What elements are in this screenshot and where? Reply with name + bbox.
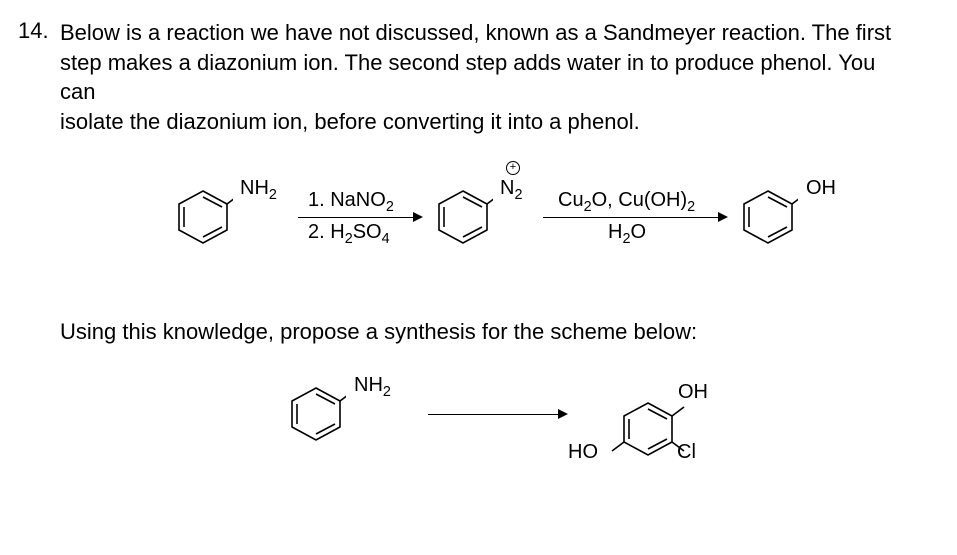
substituent-nh2-1: NH2 [240, 177, 277, 203]
prompt-line-2: step makes a diazonium ion. The second s… [60, 50, 875, 105]
benzene-ring-3 [738, 187, 798, 252]
benzene-svg [738, 187, 798, 247]
arrow-3-head [558, 409, 568, 419]
substituent-oh-1: OH [806, 177, 836, 200]
arrow-1-line [298, 217, 413, 218]
benzene-svg-product [608, 394, 688, 464]
benzene-ring-product [608, 394, 688, 469]
reagent-step-2b: H2O [608, 221, 646, 247]
product-cl: Cl [677, 441, 696, 464]
substituent-n2: N2 [500, 177, 522, 203]
arrow-2-head [718, 212, 728, 222]
reagent-step-1a: 1. NaNO2 [308, 189, 394, 215]
prompt-2: Using this knowledge, propose a synthesi… [60, 317, 897, 347]
reaction-scheme-2: NH2 OH Cl HO [18, 366, 897, 506]
question-text: Below is a reaction we have not discusse… [60, 18, 897, 137]
product-oh-bottom: HO [568, 441, 598, 464]
benzene-ring-2 [433, 187, 493, 252]
prompt-line-3: isolate the diazonium ion, before conver… [60, 109, 640, 134]
arrow-2-line [543, 217, 718, 218]
substituent-nh2-2: NH2 [354, 374, 391, 400]
benzene-ring-start [286, 384, 346, 449]
benzene-svg [173, 187, 233, 247]
reaction-scheme-1: NH2 1. NaNO2 2. H2SO4 N2 + Cu2O, Cu [18, 157, 897, 307]
benzene-svg [433, 187, 493, 247]
product-oh-top: OH [678, 381, 708, 404]
reagent-step-1b: 2. H2SO4 [308, 221, 390, 247]
question-number: 14. [18, 18, 49, 44]
arrow-3-line [428, 414, 558, 415]
page: 14. Below is a reaction we have not disc… [0, 0, 957, 555]
charge-plus: + [506, 161, 520, 175]
benzene-svg [286, 384, 346, 444]
benzene-ring-1 [173, 187, 233, 252]
reagent-step-2a: Cu2O, Cu(OH)2 [558, 189, 695, 215]
arrow-1-head [413, 212, 423, 222]
prompt-line-1: Below is a reaction we have not discusse… [60, 20, 891, 45]
